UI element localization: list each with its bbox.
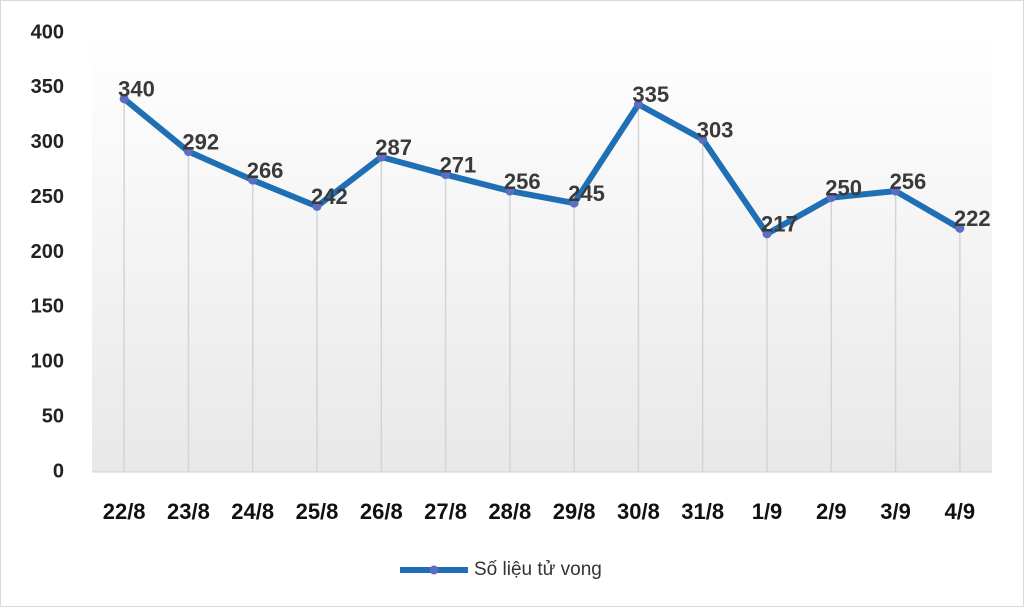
marker xyxy=(119,94,129,104)
y-tick-label: 100 xyxy=(31,351,64,373)
x-tick-label: 1/9 xyxy=(752,499,783,524)
x-tick-label: 24/8 xyxy=(231,499,274,524)
x-tick-label: 29/8 xyxy=(553,499,596,524)
marker xyxy=(183,147,193,157)
marker xyxy=(248,175,258,185)
data-label: 242 xyxy=(311,184,348,209)
marker xyxy=(505,186,515,196)
data-label: 292 xyxy=(182,129,219,154)
x-tick-label: 26/8 xyxy=(360,499,403,524)
x-tick-label: 28/8 xyxy=(488,499,531,524)
y-tick-label: 150 xyxy=(31,296,64,318)
marker xyxy=(312,201,322,211)
x-tick-label: 25/8 xyxy=(296,499,339,524)
y-tick-label: 250 xyxy=(31,186,64,208)
data-label: 287 xyxy=(375,135,412,160)
legend-marker xyxy=(429,565,439,575)
series-line xyxy=(122,96,962,237)
data-label: 250 xyxy=(825,175,862,200)
x-tick-label: 27/8 xyxy=(424,499,467,524)
y-tick-label: 0 xyxy=(53,460,64,482)
x-tick-label: 31/8 xyxy=(681,499,724,524)
marker xyxy=(955,223,965,233)
marker xyxy=(376,152,386,162)
data-label: 340 xyxy=(118,77,155,102)
y-tick-label: 350 xyxy=(31,76,64,98)
marker xyxy=(698,134,708,144)
x-tick-label: 4/9 xyxy=(945,499,976,524)
data-label: 271 xyxy=(440,152,477,177)
x-tick-label: 22/8 xyxy=(103,499,146,524)
y-tick-label: 50 xyxy=(42,405,64,427)
x-tick-label: 3/9 xyxy=(880,499,911,524)
data-label: 266 xyxy=(247,158,284,183)
marker xyxy=(891,186,901,196)
data-label: 335 xyxy=(632,82,669,107)
marker xyxy=(762,229,772,239)
marker xyxy=(441,170,451,180)
marker xyxy=(633,99,643,109)
x-tick-label: 23/8 xyxy=(167,499,210,524)
marker xyxy=(569,198,579,208)
plot-area xyxy=(92,33,992,472)
y-tick-label: 400 xyxy=(31,21,64,43)
data-label: 256 xyxy=(504,169,541,194)
data-label: 222 xyxy=(954,206,991,231)
x-tick-label: 30/8 xyxy=(617,499,660,524)
data-label: 217 xyxy=(761,212,798,237)
data-label: 303 xyxy=(697,117,734,142)
data-label: 256 xyxy=(890,169,927,194)
legend-label: Số liệu tử vong xyxy=(474,559,602,580)
y-tick-label: 200 xyxy=(31,241,64,263)
x-tick-label: 2/9 xyxy=(816,499,847,524)
y-tick-label: 300 xyxy=(31,131,64,153)
data-label: 245 xyxy=(568,181,605,206)
marker xyxy=(826,193,836,203)
